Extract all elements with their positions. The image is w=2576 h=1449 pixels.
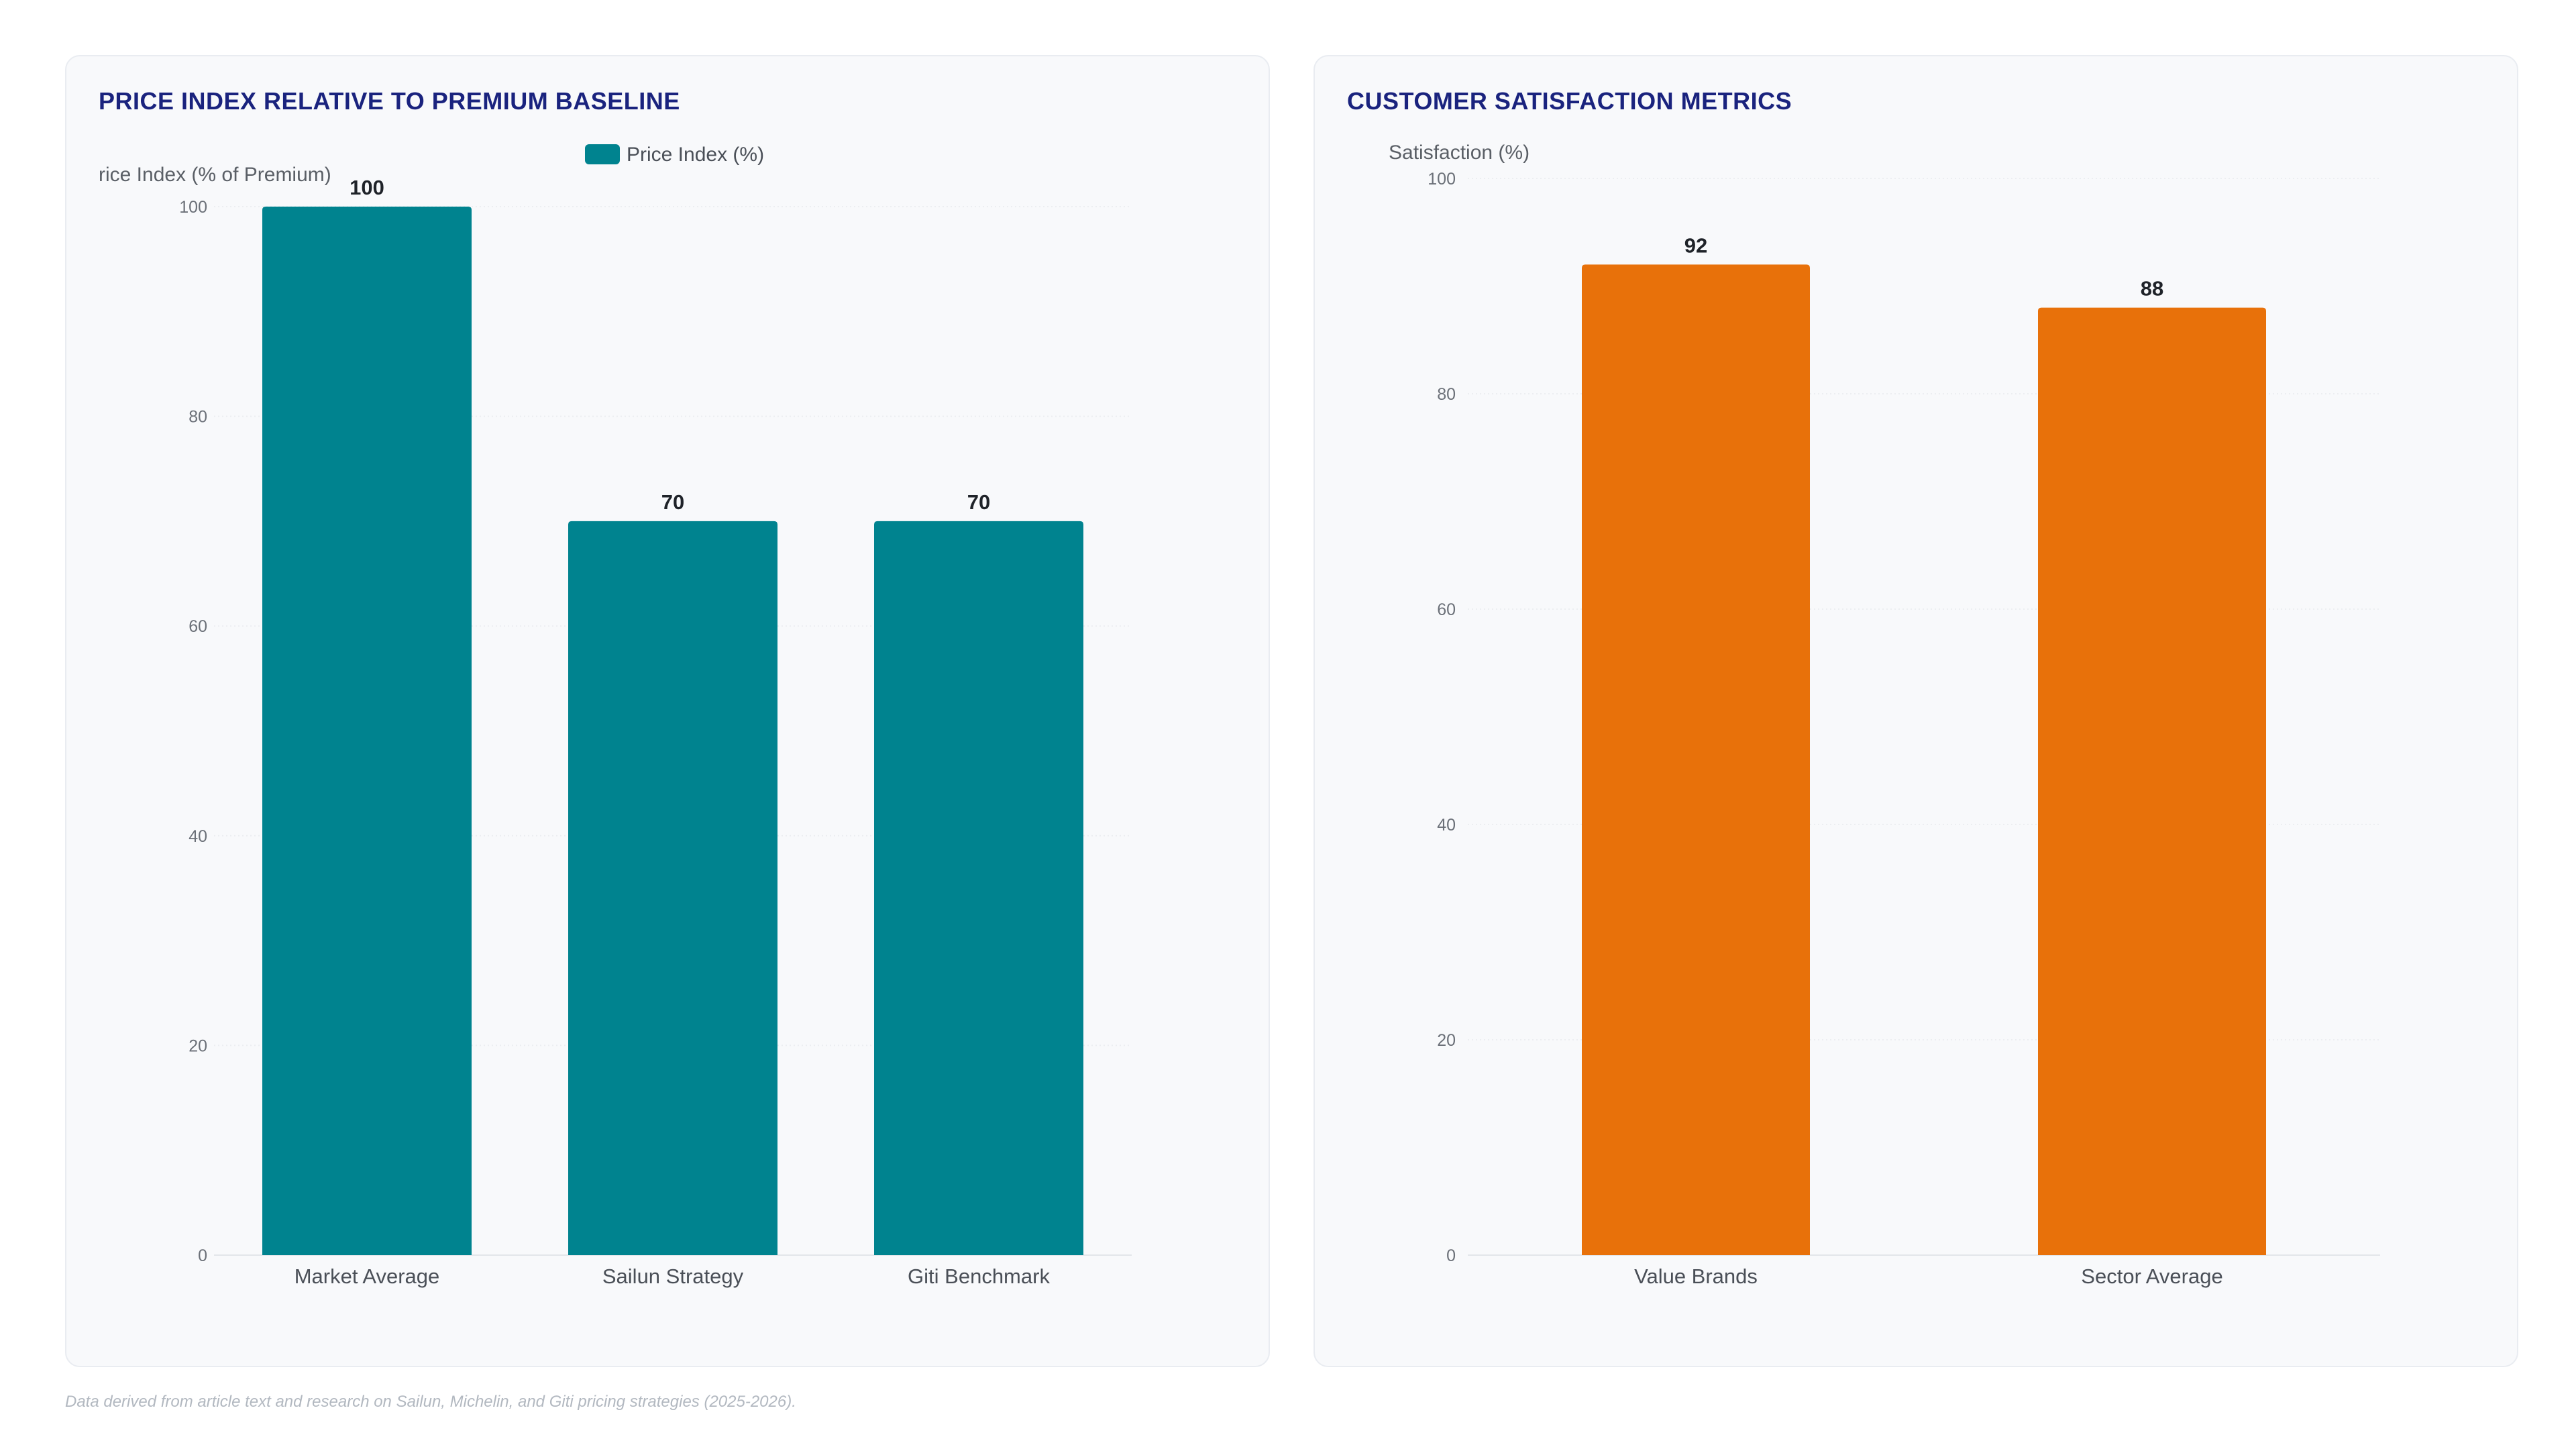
satisfaction-y-tick-label: 60 [1437, 600, 1456, 619]
price-bar [874, 521, 1083, 1255]
satisfaction-category-label: Sector Average [2081, 1265, 2222, 1288]
satisfaction-y-tick-label: 0 [1446, 1246, 1456, 1265]
price-legend-label: Price Index (%) [627, 144, 764, 166]
satisfaction-bar-value-label: 92 [1684, 233, 1707, 257]
price-category-label: Market Average [294, 1265, 440, 1288]
satisfaction-bar [2038, 307, 2266, 1256]
price-bar [262, 207, 472, 1255]
satisfaction-chart-title: CUSTOMER SATISFACTION METRICS [1347, 87, 1792, 115]
price-y-tick-label: 20 [189, 1036, 207, 1055]
price-y-tick-label: 60 [189, 617, 207, 636]
satisfaction-bar-value-label: 88 [2141, 277, 2163, 301]
price-bar-value-label: 70 [661, 490, 684, 514]
price-index-chart-panel: PRICE INDEX RELATIVE TO PREMIUM BASELINE… [65, 55, 1270, 1367]
satisfaction-chart: 0 20 40 60 80 100 Satisfaction (%) 92 Value Bran… [1389, 142, 2380, 1288]
price-index-chart-title: PRICE INDEX RELATIVE TO PREMIUM BASELINE [99, 87, 680, 115]
price-y-tick-label: 40 [189, 827, 207, 846]
price-legend-swatch [585, 144, 620, 164]
price-y-tick-label: 0 [198, 1246, 207, 1265]
price-index-chart: 0 20 40 60 80 100 rice Index (% of Premium) 100… [99, 144, 1132, 1288]
price-bar-value-label: 100 [350, 176, 384, 199]
price-y-tick-label: 100 [179, 198, 207, 217]
satisfaction-y-tick-label: 40 [1437, 816, 1456, 835]
satisfaction-y-tick-label: 20 [1437, 1031, 1456, 1050]
satisfaction-bar [1582, 264, 1810, 1255]
price-y-axis-title: rice Index (% of Premium) [99, 164, 331, 186]
price-category-label: Sailun Strategy [602, 1265, 744, 1288]
price-bar-value-label: 70 [967, 490, 990, 514]
satisfaction-chart-panel: CUSTOMER SATISFACTION METRICS 0 20 40 60 80 1… [1313, 55, 2518, 1367]
price-y-tick-label: 80 [189, 408, 207, 427]
satisfaction-y-axis-title: Satisfaction (%) [1389, 142, 1529, 164]
satisfaction-y-tick-label: 100 [1428, 170, 1456, 189]
price-bar [568, 521, 777, 1255]
satisfaction-category-label: Value Brands [1634, 1265, 1758, 1288]
satisfaction-y-tick-label: 80 [1437, 385, 1456, 404]
price-category-label: Giti Benchmark [908, 1265, 1050, 1288]
source-footnote: Data derived from article text and resea… [65, 1393, 796, 1411]
